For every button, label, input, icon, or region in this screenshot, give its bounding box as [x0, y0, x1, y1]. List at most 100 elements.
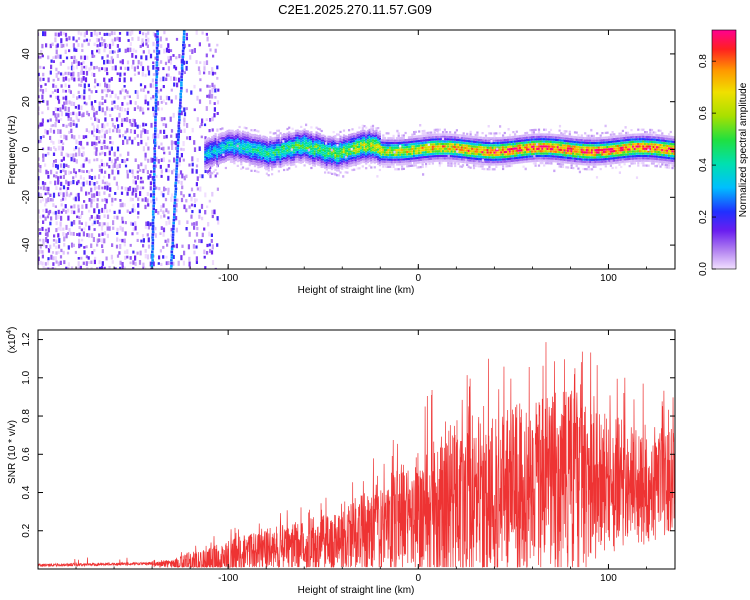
spectrogram-cell-3115: [373, 159, 376, 162]
spectrogram-cell-2067: [252, 150, 255, 153]
spectrogram-cell-4002: [484, 139, 488, 142]
spectrogram-cell-4029: [488, 141, 491, 145]
spectrogram-cell-4341: [529, 138, 532, 141]
spectrogram-cell-4966: [609, 164, 612, 167]
spectrogram-cell-2775: [334, 137, 337, 140]
spectrogram-cell-3871: [469, 157, 472, 160]
spectrogram-cell-1171: [160, 60, 163, 64]
spectrogram-cell-3798: [459, 146, 462, 149]
spectrogram-cell-1989: [241, 130, 245, 133]
spectrogram-cell-3199: [383, 163, 387, 166]
spectrogram-cell-4850: [594, 165, 597, 168]
spectrogram-cell-1630: [176, 153, 179, 156]
spectrogram-cell-2058: [250, 138, 253, 141]
spectrogram-cell-2135: [259, 137, 262, 140]
spectrogram-cell-3381: [407, 165, 411, 168]
spectrogram-cell-4163: [505, 141, 508, 144]
spectrogram-cell-113: [46, 130, 49, 135]
spectrogram-cell-207: [57, 179, 60, 185]
spectrogram-cell-3600: [435, 159, 438, 162]
spectrogram-cell-3679: [443, 133, 446, 136]
spectrogram-cell-3077: [368, 133, 371, 136]
spectrogram-cell-1180: [162, 203, 165, 208]
spectrogram-cell-3617: [437, 150, 440, 153]
spectrogram-cell-488: [82, 76, 85, 81]
spectrogram-cell-14: [38, 157, 40, 161]
spectrogram-cell-252: [60, 44, 63, 48]
spectrogram-cell-4439: [541, 138, 544, 141]
spectrogram-cell-4759: [582, 148, 585, 151]
spectrogram-cell-2081: [253, 155, 257, 158]
spectrogram-cell-309: [64, 32, 68, 37]
spectrogram-cell-694: [103, 124, 106, 129]
spectrogram-cell-3882: [469, 130, 472, 133]
spectrogram-cell-1241: [171, 145, 174, 150]
spectrogram-cell-2414: [293, 156, 296, 159]
spectrogram-cell-3574: [431, 160, 434, 163]
spectrogram-cell-2764: [334, 163, 337, 166]
spectrogram-cell-351: [69, 117, 73, 122]
spectrogram-cell-4182: [508, 157, 512, 160]
spectrogram-cell-221: [56, 54, 59, 59]
spectrogram-cell-4714: [577, 162, 580, 165]
spectrogram-cell-3960: [479, 143, 482, 146]
spectrogram-cell-3395: [409, 162, 412, 165]
spectrogram-cell-4584: [560, 144, 563, 147]
spectrogram-cell-1345: [188, 163, 191, 167]
spectrogram-cell-1542: [153, 164, 156, 168]
spectrogram-cell-945: [134, 261, 137, 266]
spectrogram-cell-689: [104, 152, 107, 157]
spectrogram-cell-1972: [240, 139, 243, 142]
spectrogram-cell-2462: [298, 142, 301, 145]
spectrogram-cell-3778: [457, 162, 460, 166]
spectrogram-cell-3358: [404, 160, 407, 163]
spectrogram-cell-3375: [406, 150, 409, 153]
spectrogram-cell-557: [90, 90, 93, 94]
spectrogram-cell-578: [93, 151, 96, 156]
spectrogram-cell-2868: [344, 135, 347, 138]
spectrogram-cell-4077: [495, 158, 498, 161]
spectrogram-cell-3303: [397, 161, 400, 164]
spectrogram-cell-3605: [435, 147, 438, 151]
spectrogram-cell-2011: [245, 146, 248, 149]
spectrogram-cell-371: [72, 153, 75, 158]
spectrogram-cell-4184: [508, 152, 512, 156]
spectrogram-cell-2195: [267, 164, 270, 167]
spectrogram-cell-1940: [236, 143, 239, 146]
spectrogram-cell-235: [60, 181, 63, 187]
spectrogram-cell-490: [83, 65, 86, 69]
spectrogram-cell-1428: [206, 251, 209, 255]
spectrogram-cell-801: [116, 227, 119, 232]
spectrogram-cell-4459: [544, 154, 547, 158]
spectrogram-cell-3625: [437, 131, 440, 134]
spectrogram-cell-164: [52, 56, 55, 59]
spectrogram-cell-3384: [407, 157, 411, 160]
spectrogram-cell-2222: [271, 168, 274, 171]
spectrogram-cell-2024: [247, 150, 250, 154]
spectrogram-cell-2926: [351, 135, 354, 138]
spectrogram-cell-3648: [440, 147, 443, 150]
spectrogram-cell-1237: [170, 227, 173, 232]
spectrogram-cell-2496: [301, 129, 304, 132]
spectrogram-cell-3323: [399, 146, 402, 149]
spectrogram-cell-4623: [565, 151, 568, 154]
spectrogram-cell-2664: [322, 151, 325, 154]
spectrogram-cell-3150: [377, 146, 380, 149]
spectrogram-cell-3088: [370, 144, 373, 147]
spectrogram-cell-463: [80, 65, 83, 71]
spectrogram-cell-899: [127, 66, 130, 71]
spectrogram-cell-1881: [229, 151, 233, 154]
spectrogram-cell-4697: [573, 136, 577, 139]
spectrogram-cell-2500: [303, 154, 306, 157]
spectrogram-cell-4526: [553, 153, 556, 156]
spectrogram-cell-3379: [406, 141, 409, 144]
spectrogram-cell-736: [108, 173, 111, 179]
spectrogram-cell-1376: [195, 256, 198, 262]
spectrogram-cell-4896: [599, 146, 602, 149]
spectrogram-cell-2221: [271, 173, 274, 176]
spectrogram-cell-3601: [435, 157, 438, 160]
spectrogram-cell-1343: [188, 205, 191, 209]
spectrogram-cell-1901: [231, 136, 234, 140]
spectrogram-cell-2028: [247, 141, 250, 144]
spectrogram-cell-4383: [534, 143, 537, 146]
